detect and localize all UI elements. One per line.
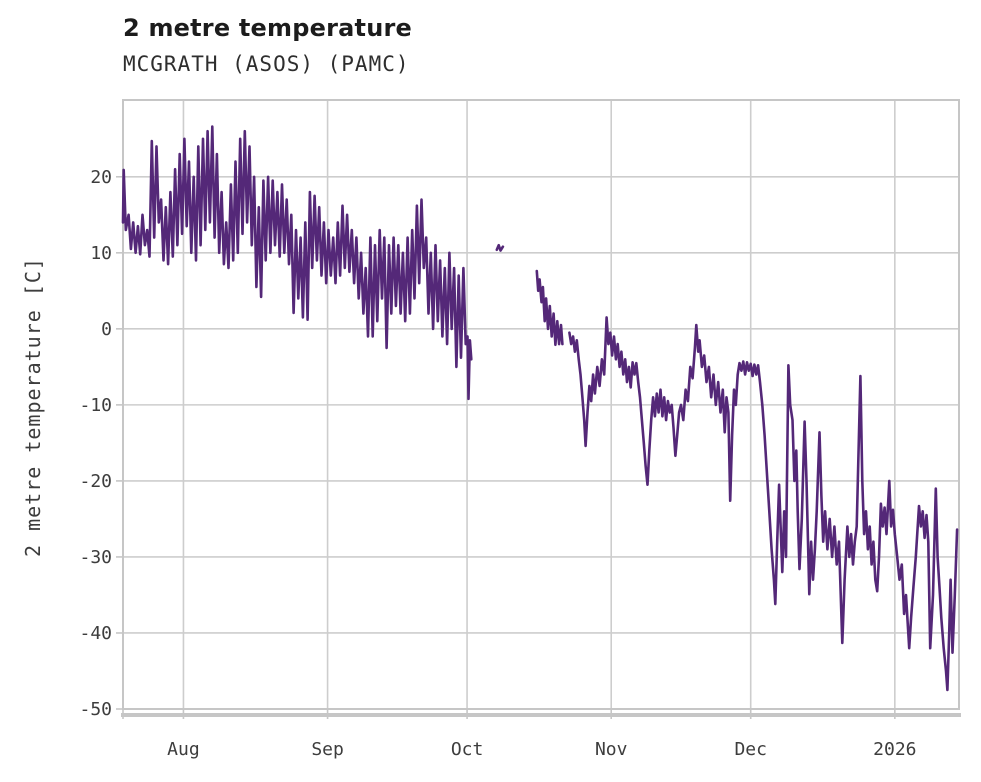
temperature-line-series: [121, 125, 959, 692]
x-tick-label: Nov: [595, 739, 628, 760]
x-tick-label: Oct: [451, 739, 484, 760]
chart-title: 2 metre temperature: [123, 14, 412, 42]
y-tick-label: -40: [79, 623, 112, 644]
x-tick-label: Aug: [167, 739, 200, 760]
x-tick-label: 2026: [873, 739, 916, 760]
axis-ticks: [116, 175, 896, 719]
x-tick-label: Sep: [311, 739, 344, 760]
axis-tick-labels: 20 10 0 -10 -20 -30 -40 -50 Aug Sep Oct Nov Dec 2026: [79, 167, 916, 760]
temperature-line: [568, 316, 959, 692]
x-tick-label: Dec: [734, 739, 767, 760]
temperature-line: [495, 243, 505, 252]
y-tick-label: -50: [79, 699, 112, 720]
temperature-line: [535, 269, 564, 347]
y-tick-label: 10: [90, 243, 112, 264]
y-tick-label: -30: [79, 547, 112, 568]
y-tick-label: -20: [79, 471, 112, 492]
y-tick-label: 20: [90, 167, 112, 188]
chart-subtitle: MCGRATH (ASOS) (PAMC): [123, 52, 410, 76]
temperature-line: [121, 125, 473, 401]
y-tick-label: 0: [101, 319, 112, 340]
y-tick-label: -10: [79, 395, 112, 416]
